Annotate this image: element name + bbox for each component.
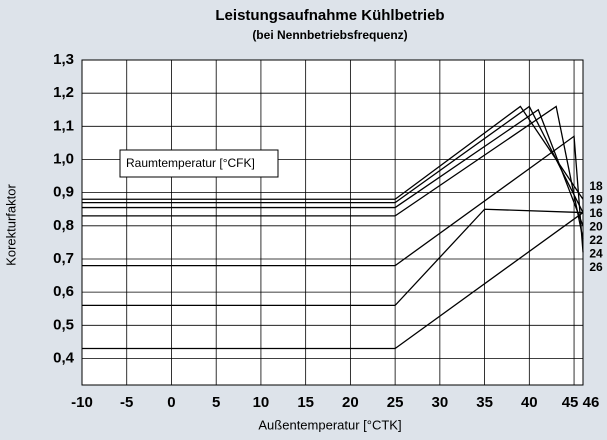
x-tick-label: -5 [120, 394, 133, 411]
x-tick-label: 35 [476, 394, 493, 411]
chart-subtitle: (bei Nennbetriebsfrequenz) [252, 28, 407, 42]
x-axis-label: Außentemperatur [°CTK] [258, 417, 401, 432]
series-label: 19 [589, 193, 603, 207]
y-tick-label: 1,1 [53, 117, 74, 134]
series-label: 20 [589, 220, 603, 234]
y-tick-label: 1,0 [53, 150, 74, 167]
series-label: 24 [589, 247, 603, 261]
x-tick-label: 0 [167, 394, 175, 411]
series-label: 26 [589, 260, 603, 274]
y-tick-label: 0,5 [53, 316, 74, 333]
series-label: 18 [589, 179, 603, 193]
y-tick-label: 0,8 [53, 217, 74, 234]
y-tick-label: 0,7 [53, 250, 74, 267]
x-tick-label: 40 [521, 394, 538, 411]
data-line [82, 105, 584, 240]
annotation-box [119, 149, 279, 178]
y-tick-label: 0,6 [53, 283, 74, 300]
y-tick-label: 0,9 [53, 184, 74, 201]
chart-title: Leistungsaufnahme Kühlbetrieb [215, 7, 444, 24]
y-tick-label: 1,2 [53, 84, 74, 101]
y-axis-label: Korekturfaktor [3, 184, 18, 266]
series-label: 16 [589, 206, 603, 220]
x-tick-label: 45 [562, 394, 579, 411]
x-tick-label: 5 [212, 394, 220, 411]
x-tick-label: 46 [583, 394, 600, 411]
annotation: Raumtemperatur [°CFK] [126, 156, 255, 170]
data-line [82, 108, 584, 227]
y-tick-label: 0,4 [53, 349, 75, 366]
series-label: 22 [589, 233, 603, 247]
data-line [82, 105, 584, 213]
plot-area [81, 59, 584, 386]
x-tick-label: -10 [71, 394, 93, 411]
x-tick-label: 15 [297, 394, 314, 411]
x-tick-label: 30 [432, 394, 449, 411]
x-tick-label: 10 [253, 394, 270, 411]
data-line [82, 135, 584, 267]
x-tick-label: 20 [342, 394, 359, 411]
data-line [82, 212, 584, 350]
x-tick-label: 25 [387, 394, 404, 411]
y-tick-label: 1,3 [53, 51, 74, 68]
data-line [82, 208, 584, 307]
